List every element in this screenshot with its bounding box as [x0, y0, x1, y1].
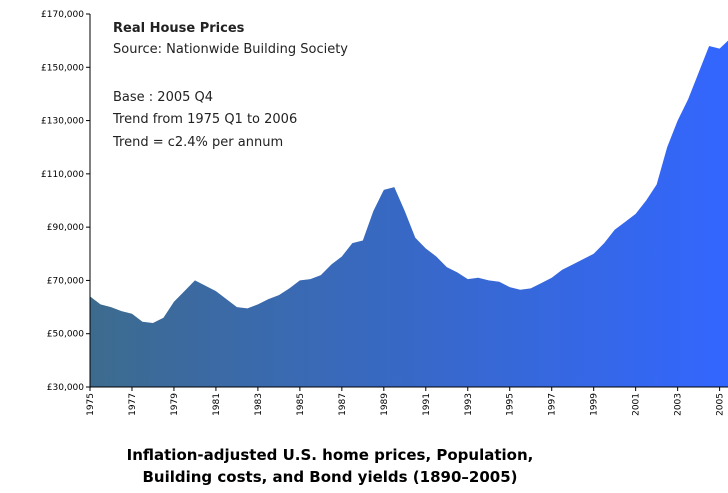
x-tick-label: 1979	[170, 393, 180, 416]
annotation: Base : 2005 Q4	[113, 90, 213, 105]
y-tick-label: £30,000	[47, 383, 84, 393]
x-tick-label: 2003	[674, 393, 684, 416]
area	[90, 40, 728, 388]
x-tick-label: 1985	[296, 393, 306, 416]
x-tick-label: 1981	[212, 393, 222, 416]
x-tick-label: 1989	[380, 393, 390, 416]
x-tick-label: 1975	[86, 393, 96, 416]
annotation: Source: Nationwide Building Society	[113, 42, 348, 57]
x-tick-label: 1995	[506, 393, 516, 416]
y-tick-label: £130,000	[41, 117, 84, 127]
annotation: Trend from 1975 Q1 to 2006	[112, 112, 297, 127]
y-tick-label: £90,000	[47, 223, 84, 233]
caption: Inflation-adjusted U.S. home prices, Pop…	[127, 446, 534, 464]
x-tick-label: 2001	[632, 393, 642, 416]
x-tick-label: 1983	[254, 393, 264, 416]
x-tick-label: 1999	[590, 393, 600, 416]
y-tick-label: £170,000	[41, 10, 84, 20]
x-tick-label: 1993	[464, 393, 474, 416]
caption: Building costs, and Bond yields (1890–20…	[142, 468, 517, 486]
y-tick-label: £150,000	[41, 63, 84, 73]
x-tick-label: 1991	[422, 393, 432, 416]
y-tick-label: £110,000	[41, 170, 84, 180]
x-tick-label: 2005	[716, 393, 726, 416]
x-tick-label: 1997	[548, 393, 558, 416]
chart-title: Real House Prices	[113, 21, 245, 36]
y-tick-label: £50,000	[47, 330, 84, 340]
annotation: Trend = c2.4% per annum	[112, 135, 283, 150]
x-tick-label: 1987	[338, 393, 348, 416]
y-tick-label: £70,000	[47, 276, 84, 286]
x-tick-label: 1977	[128, 393, 138, 416]
